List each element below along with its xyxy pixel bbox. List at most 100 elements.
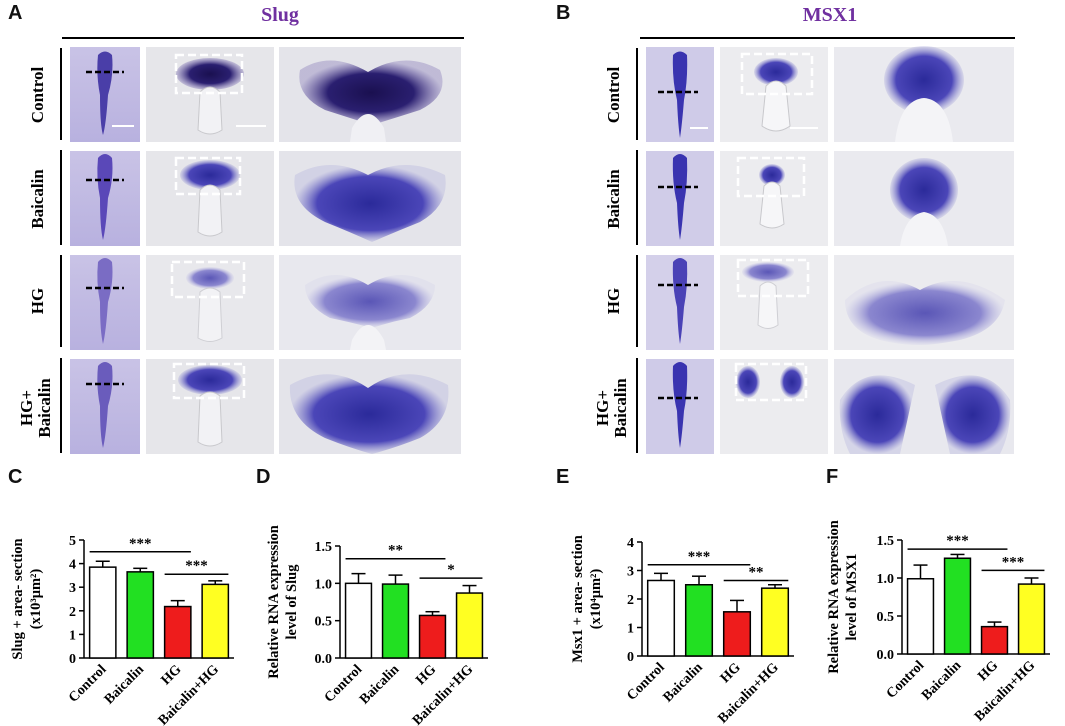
y-axis-label-line: level of MSX1 xyxy=(844,554,860,641)
y-tick-label: 1 xyxy=(627,622,634,637)
x-tick-label: HG xyxy=(718,660,744,686)
bar-baicalin xyxy=(684,584,714,657)
bar-baicalin-hg xyxy=(201,583,230,659)
panel-letter-a: A xyxy=(8,2,23,24)
stain-b3-left xyxy=(736,366,760,398)
y-tick-label: 0.5 xyxy=(877,610,895,625)
roi-box-a2 xyxy=(170,260,246,299)
bar-chart-d: 0.0 0.5 1.0 1.5 Relative RNA expression level… xyxy=(266,525,488,726)
stain-b3-right xyxy=(780,366,804,398)
section-tile-b3 xyxy=(720,359,828,454)
stain-a1 xyxy=(180,160,240,190)
y-tick-label: 1.0 xyxy=(315,577,333,592)
bar-control xyxy=(88,566,117,659)
significance-label: ** xyxy=(388,543,403,559)
significance-label: *** xyxy=(129,536,152,552)
embryo-b1 xyxy=(672,154,688,240)
panel-letter-f: F xyxy=(826,466,839,488)
y-tick-label: 1.0 xyxy=(877,572,895,587)
panel-letter-d: D xyxy=(256,466,271,488)
stain-a2 xyxy=(186,267,234,289)
bar-control xyxy=(344,582,373,659)
micrograph-grid xyxy=(70,46,1014,454)
x-tick-label: HG xyxy=(413,662,439,688)
bar-control xyxy=(646,579,676,657)
y-tick-label: 0 xyxy=(69,652,76,667)
stain-b1 xyxy=(759,164,785,186)
y-axis-label-line: Msx1 + area- section xyxy=(570,535,586,663)
zoom-stain-b3-left xyxy=(839,375,915,454)
header-rule-a xyxy=(62,37,464,39)
y-axis-label-line: (x10³μm²) xyxy=(28,569,44,630)
zoom-stain-a0 xyxy=(299,60,443,125)
significance-label: * xyxy=(447,562,455,578)
neural-tube-b0 xyxy=(761,80,791,132)
bar-baicalin xyxy=(126,571,155,659)
x-tick-label: Control xyxy=(624,660,668,704)
y-axis-label-line: Relative RNA expression xyxy=(266,525,282,679)
roi-box-b3 xyxy=(734,362,808,402)
neural-tube-b1 xyxy=(759,181,785,229)
bar-baicalin xyxy=(943,557,972,655)
row-bar-b-hgbaicalin xyxy=(636,358,638,453)
y-axis-label-line: (x10⁴μm²) xyxy=(588,569,604,630)
y-axis-label-line: Relative RNA expression xyxy=(826,520,842,674)
significance-label: *** xyxy=(688,549,711,565)
embryo-b0 xyxy=(672,51,688,138)
y-tick-label: 0.0 xyxy=(315,652,333,667)
zoom-lumen-b1 xyxy=(900,212,948,246)
stain-b0 xyxy=(754,58,798,86)
y-tick-label: 4 xyxy=(627,536,634,551)
row-bar-a-control xyxy=(60,48,62,140)
roi-box-a1 xyxy=(174,156,242,196)
embryo-a2 xyxy=(97,258,113,344)
gene-title-slug: Slug xyxy=(261,4,299,26)
header-rule-b xyxy=(640,37,1015,39)
row-bar-a-baicalin xyxy=(60,150,62,245)
zoom-lumen-a0 xyxy=(350,114,386,142)
significance-label: *** xyxy=(185,558,208,574)
y-tick-label: 3 xyxy=(69,581,76,596)
y-tick-label: 0 xyxy=(627,650,634,665)
neural-tube-a1 xyxy=(197,184,223,237)
panel-a-images xyxy=(70,47,461,454)
bar-hg xyxy=(980,625,1009,655)
zoom-stain-b0 xyxy=(884,46,964,114)
significance-label: ** xyxy=(749,564,764,580)
x-tick-label: HG xyxy=(975,658,1001,684)
roi-box-b1 xyxy=(736,156,806,198)
y-tick-label: 1.5 xyxy=(315,540,333,555)
embryo-b3 xyxy=(672,362,688,448)
zoom-stain-a2 xyxy=(305,275,435,328)
y-tick-label: 0.0 xyxy=(877,648,895,663)
roi-box-a3 xyxy=(172,362,246,400)
neural-tube-a0 xyxy=(197,86,223,135)
panel-letter-c: C xyxy=(8,466,23,488)
row-bar-b-hg xyxy=(636,255,638,347)
y-tick-label: 3 xyxy=(627,565,634,580)
y-tick-label: 2 xyxy=(627,593,634,608)
zoom-stain-b1 xyxy=(890,158,958,222)
stain-b2 xyxy=(742,262,794,282)
y-tick-label: 1 xyxy=(69,628,76,643)
roi-box-b0 xyxy=(740,52,814,96)
zoom-stain-b2 xyxy=(845,281,1005,345)
embryo-b2 xyxy=(672,258,688,344)
x-tick-label: Baicalin xyxy=(919,658,964,703)
y-tick-label: 2 xyxy=(69,605,76,620)
bar-control xyxy=(906,578,935,655)
significance-label: *** xyxy=(946,533,969,549)
bar-hg xyxy=(163,605,192,659)
bar-hg xyxy=(418,614,447,659)
bar-chart-f: 0.0 0.5 1.0 1.5 Relative RNA expression level… xyxy=(826,520,1050,725)
bar-baicalin xyxy=(381,583,410,659)
roi-box-a0 xyxy=(174,53,244,95)
x-tick-label: Baicalin xyxy=(661,660,706,705)
zoom-lumen-a2 xyxy=(350,325,386,350)
y-tick-label: 5 xyxy=(69,534,76,549)
panel-letter-b: B xyxy=(556,2,571,24)
row-bar-b-baicalin xyxy=(636,150,638,245)
neural-tube-b2 xyxy=(757,281,779,329)
x-tick-label: Baicalin xyxy=(102,662,147,707)
